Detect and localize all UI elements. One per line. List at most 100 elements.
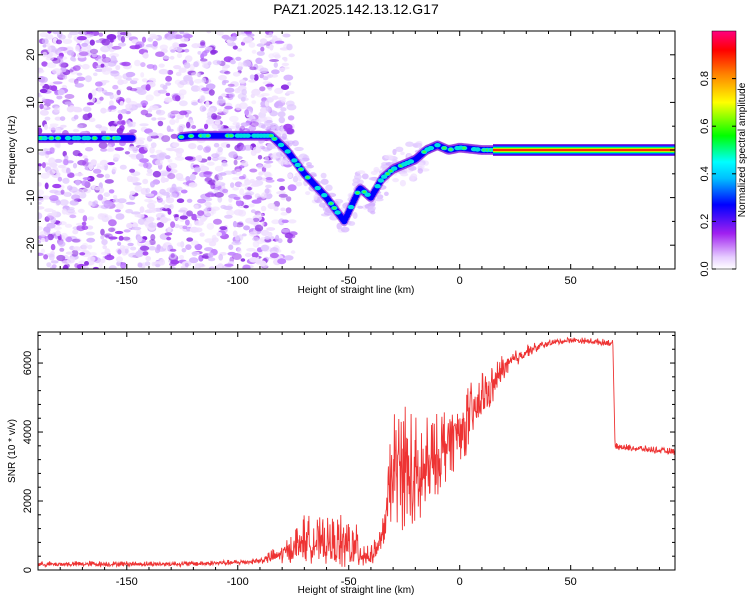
- noise-speck: [384, 191, 389, 196]
- ridge-peak: [179, 135, 183, 139]
- noise-speck: [384, 154, 394, 160]
- noise-speck: [41, 61, 48, 67]
- noise-speck: [257, 164, 263, 169]
- noise-speck: [126, 175, 134, 182]
- noise-speck: [179, 255, 184, 260]
- ridge-peak: [269, 134, 273, 137]
- noise-speck: [178, 209, 186, 213]
- noise-speck: [287, 238, 293, 244]
- noise-speck: [249, 115, 254, 120]
- colorbar-axis: 0.0 0.2 0.4 0.6 0.8: [699, 71, 736, 277]
- noise-speck: [114, 230, 124, 235]
- noise-speck: [251, 199, 262, 204]
- colorbar-tick-label: 0.6: [699, 119, 711, 134]
- noise-speck: [174, 224, 180, 229]
- noise-speck: [278, 96, 287, 101]
- noise-speck: [260, 192, 267, 199]
- noise-speck: [161, 191, 170, 196]
- noise-speck: [255, 57, 263, 64]
- noise-speck: [227, 83, 235, 87]
- noise-speck: [248, 79, 257, 83]
- noise-speck: [283, 123, 293, 131]
- noise-speck: [221, 161, 228, 167]
- noise-speck: [235, 56, 242, 61]
- ridge-peak: [332, 206, 337, 210]
- noise-speck: [204, 49, 210, 54]
- noise-speck: [86, 102, 95, 106]
- noise-speck: [285, 196, 292, 202]
- noise-speck: [305, 191, 311, 196]
- noise-speck: [93, 200, 98, 207]
- noise-speck: [244, 179, 252, 186]
- noise-speck: [89, 252, 97, 256]
- noise-speck: [400, 151, 405, 156]
- noise-speck: [56, 55, 64, 60]
- noise-speck: [249, 121, 259, 127]
- noise-speck: [101, 239, 108, 246]
- noise-speck: [149, 146, 155, 154]
- noise-speck: [38, 69, 45, 74]
- noise-speck: [108, 105, 117, 110]
- y-tick-label: 2000: [22, 489, 34, 513]
- noise-speck: [226, 209, 235, 216]
- noise-speck: [206, 161, 215, 166]
- noise-speck: [94, 186, 102, 191]
- noise-speck: [170, 221, 176, 229]
- noise-speck: [42, 44, 47, 48]
- noise-speck: [267, 203, 276, 210]
- noise-speck: [38, 201, 42, 205]
- noise-speck: [239, 125, 246, 131]
- noise-speck: [38, 252, 44, 256]
- noise-speck: [57, 176, 63, 182]
- noise-speck: [155, 263, 161, 268]
- ridge-peak: [299, 168, 303, 171]
- noise-speck: [217, 146, 223, 153]
- noise-speck: [141, 36, 147, 43]
- noise-speck: [86, 44, 92, 51]
- noise-speck: [257, 155, 263, 160]
- noise-speck: [271, 95, 279, 100]
- noise-speck: [106, 148, 114, 152]
- noise-speck: [370, 210, 376, 215]
- noise-speck: [95, 81, 103, 87]
- noise-speck: [205, 83, 216, 90]
- noise-speck: [252, 146, 262, 154]
- noise-speck: [50, 243, 56, 251]
- noise-speck: [170, 133, 178, 139]
- noise-speck: [276, 178, 285, 182]
- noise-speck: [113, 195, 118, 199]
- noise-speck: [203, 146, 211, 153]
- noise-speck: [258, 171, 266, 175]
- noise-speck: [72, 162, 78, 169]
- noise-speck: [65, 251, 73, 255]
- ridge-peak: [427, 145, 435, 151]
- noise-speck: [412, 142, 423, 148]
- noise-speck: [214, 180, 222, 186]
- noise-speck: [71, 249, 79, 257]
- noise-speck: [186, 198, 193, 203]
- noise-speck: [179, 225, 184, 230]
- noise-speck: [201, 87, 210, 92]
- noise-speck: [250, 209, 256, 214]
- noise-speck: [325, 184, 333, 192]
- noise-speck: [242, 37, 252, 44]
- noise-speck: [399, 179, 406, 187]
- noise-speck: [150, 234, 156, 241]
- ridge-mark: [129, 135, 136, 142]
- ridge-peak: [106, 136, 110, 140]
- noise-speck: [197, 155, 203, 162]
- ridge-peak: [56, 136, 60, 140]
- noise-speck: [163, 177, 169, 183]
- noise-speck: [118, 235, 124, 241]
- noise-speck: [127, 242, 134, 247]
- noise-speck: [108, 265, 117, 269]
- noise-speck: [270, 73, 279, 78]
- noise-speck: [38, 166, 41, 171]
- noise-speck: [244, 109, 249, 116]
- noise-speck: [269, 44, 274, 51]
- noise-speck: [113, 93, 120, 101]
- noise-speck: [170, 110, 180, 115]
- noise-speck: [120, 109, 128, 114]
